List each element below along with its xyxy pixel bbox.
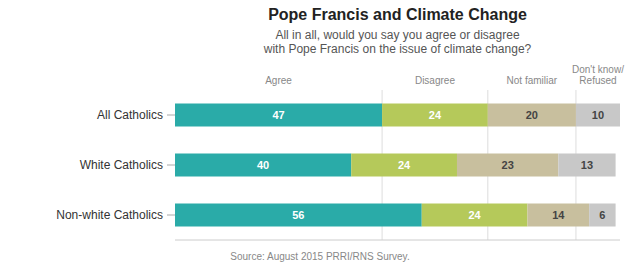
data-label: 10 (592, 109, 604, 121)
subtitle: All in all, would you say you agree or d… (263, 28, 532, 56)
bar-segment (527, 204, 589, 227)
bar-segment (351, 154, 457, 177)
bar-segment (422, 204, 528, 227)
bar-segment (558, 154, 615, 177)
connector (167, 215, 175, 216)
data-label: 23 (502, 159, 514, 171)
data-label: 14 (552, 209, 565, 221)
data-label: 56 (292, 209, 304, 221)
bar-segment (175, 154, 351, 177)
data-label: 40 (257, 159, 269, 171)
data-label: 20 (526, 109, 538, 121)
bar-segment (175, 104, 382, 127)
source-note: Source: August 2015 PRRI/RNS Survey. (230, 251, 409, 262)
bar-segment (457, 154, 558, 177)
bar-segment (576, 104, 620, 127)
x-axis-line (175, 240, 620, 241)
bar-segment (589, 204, 615, 227)
data-label: 6 (599, 209, 605, 221)
chart: Pope Francis and Climate Change All in al… (0, 0, 640, 270)
connector (167, 115, 175, 116)
column-header: Not familiar (507, 75, 558, 86)
bar-segment (175, 204, 422, 227)
data-label: 24 (468, 209, 481, 221)
data-labels: 47 24 20 10 40 24 23 13 56 24 14 6 (257, 109, 605, 221)
data-label: 13 (581, 159, 593, 171)
data-label: 47 (272, 109, 284, 121)
category-label: All Catholics (97, 108, 163, 122)
category-label: White Catholics (80, 158, 163, 172)
data-label: 24 (398, 159, 411, 171)
data-label: 24 (429, 109, 442, 121)
bar-segment (382, 104, 488, 127)
bars (175, 104, 620, 227)
title: Pope Francis and Climate Change (268, 6, 527, 23)
bar-segment (488, 104, 576, 127)
column-header: Disagree (415, 75, 455, 86)
category-label: Non-white Catholics (56, 208, 163, 222)
column-header: Agree (265, 75, 292, 86)
connector (167, 165, 175, 166)
column-header: Don't know/Refused (572, 64, 624, 86)
